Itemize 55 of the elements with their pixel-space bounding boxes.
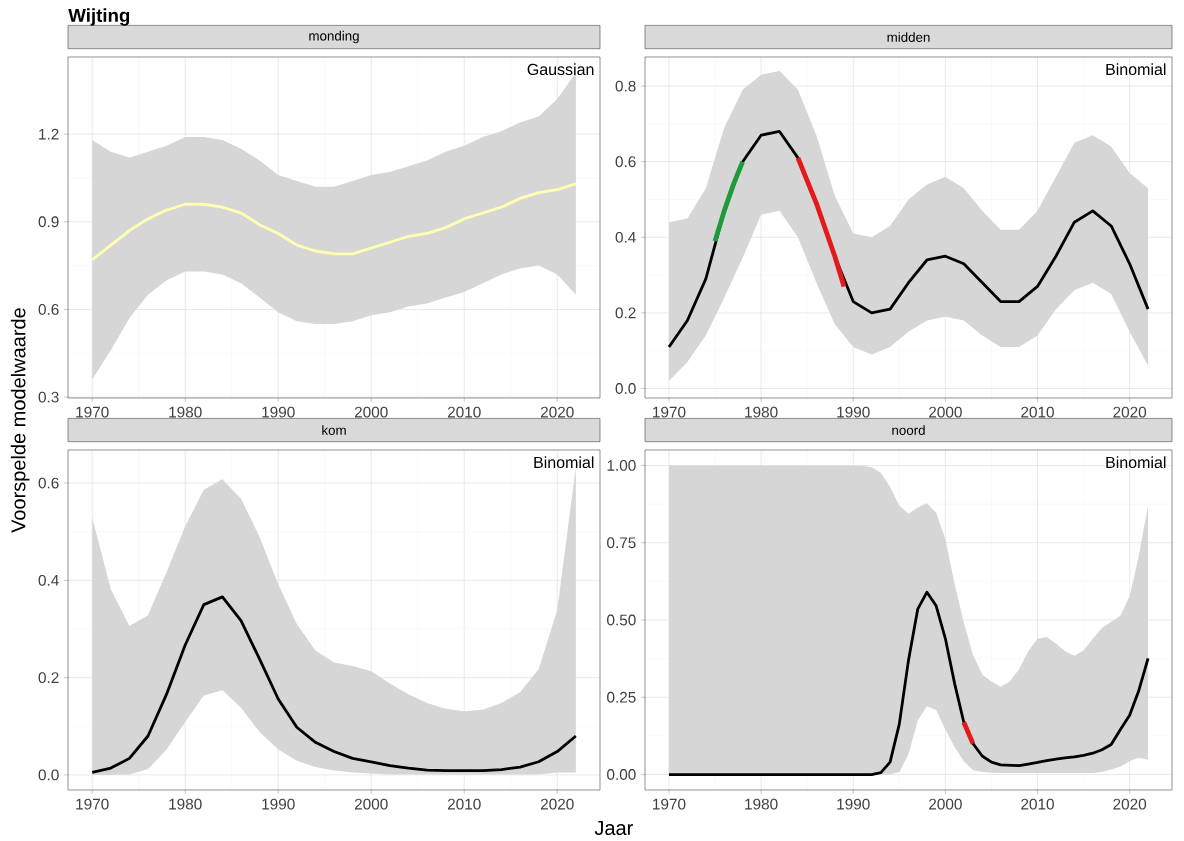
x-tick-label: 1990 bbox=[262, 406, 295, 418]
chart-subtitle: kom bbox=[322, 425, 346, 435]
x-tick-label: 1970 bbox=[76, 406, 109, 418]
y-tick-label: 0.2 bbox=[615, 307, 636, 319]
annotation: Binomial bbox=[1106, 63, 1166, 76]
x-tick-label: 2010 bbox=[447, 798, 481, 810]
annotation: Binomial bbox=[534, 456, 594, 469]
x-tick-label: 1980 bbox=[169, 406, 202, 418]
y-tick-label: 0.6 bbox=[38, 477, 59, 489]
annotation: Binomial bbox=[1106, 456, 1166, 469]
y-tick-label: 0.4 bbox=[615, 231, 636, 243]
x-tick-label: 1980 bbox=[745, 798, 778, 810]
x-tick-label: 1970 bbox=[76, 798, 109, 810]
y-tick-label: 0.00 bbox=[607, 769, 636, 780]
x-tick-label: 2020 bbox=[1113, 798, 1147, 810]
y-tick-label: 0.4 bbox=[38, 574, 59, 586]
y-tick-label: 0.50 bbox=[607, 614, 636, 626]
y-tick-label: 0.75 bbox=[607, 537, 636, 549]
chart-subtitle: monding bbox=[309, 30, 359, 44]
annotation: Gaussian bbox=[527, 63, 594, 76]
chart-title: Wijting bbox=[68, 8, 130, 26]
x-tick-label: 1980 bbox=[745, 406, 778, 418]
y-axis-title: Voorspelde modelwaarde bbox=[10, 308, 30, 533]
y-tick-label: 0.6 bbox=[38, 304, 59, 315]
x-tick-label: 1970 bbox=[653, 798, 686, 810]
x-tick-label: 2020 bbox=[1113, 406, 1147, 418]
x-tick-label: 2000 bbox=[354, 798, 388, 810]
x-tick-label: 1990 bbox=[837, 798, 870, 810]
y-tick-label: 0.0 bbox=[38, 769, 59, 781]
line-series bbox=[795, 155, 847, 289]
x-tick-label: 2010 bbox=[447, 406, 481, 418]
x-axis-title: Jaar bbox=[594, 821, 633, 836]
x-tick-label: 1990 bbox=[262, 798, 295, 810]
y-tick-label: 0.25 bbox=[607, 691, 636, 703]
chart-subtitle: noord bbox=[892, 425, 925, 435]
y-tick-label: 0.8 bbox=[615, 80, 636, 92]
line-series bbox=[712, 159, 746, 244]
x-tick-label: 1970 bbox=[653, 406, 686, 418]
x-tick-label: 2000 bbox=[929, 798, 962, 810]
x-tick-label: 1990 bbox=[837, 406, 870, 418]
y-tick-label: 0.9 bbox=[38, 216, 59, 228]
y-tick-label: 1.2 bbox=[39, 128, 59, 140]
y-tick-label: 0.2 bbox=[38, 672, 59, 684]
y-tick-label: 0.0 bbox=[615, 383, 636, 394]
x-tick-label: 2020 bbox=[540, 406, 574, 418]
x-tick-label: 2000 bbox=[929, 406, 962, 418]
x-tick-label: 2020 bbox=[540, 798, 574, 810]
y-tick-label: 0.6 bbox=[615, 156, 636, 168]
x-tick-label: 1980 bbox=[169, 798, 202, 810]
y-tick-label: 1.00 bbox=[607, 460, 636, 471]
y-tick-label: 0.3 bbox=[38, 391, 59, 403]
chart-subtitle: midden bbox=[887, 32, 930, 42]
x-tick-label: 2010 bbox=[1021, 406, 1054, 418]
x-tick-label: 2000 bbox=[354, 406, 388, 418]
x-tick-label: 2010 bbox=[1021, 798, 1054, 810]
